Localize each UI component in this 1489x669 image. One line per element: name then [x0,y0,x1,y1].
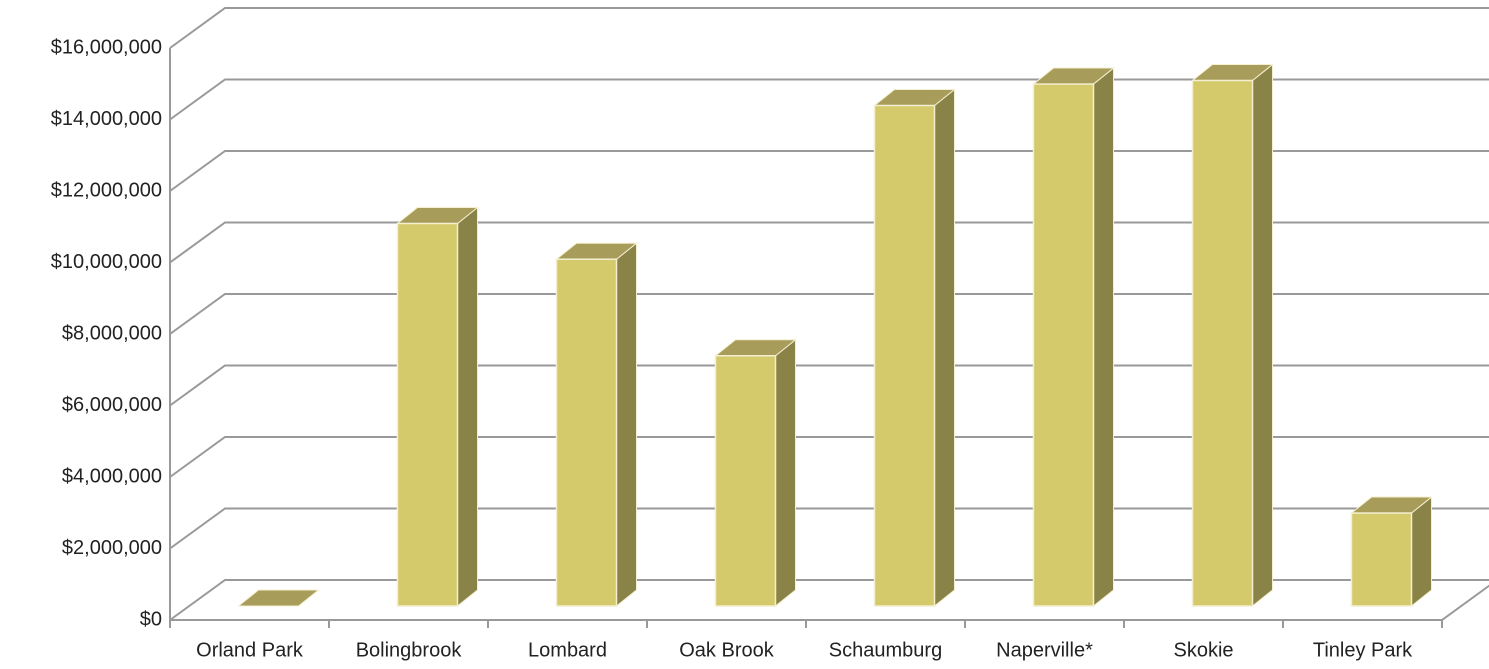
bar-side [775,338,796,608]
bar-side [934,88,955,608]
grid-line [169,507,1489,550]
grid-line [169,293,1489,335]
y-tick-label: $0 [140,608,162,630]
x-tick-label: Lombard [528,639,607,661]
y-tick-label: $6,000,000 [62,394,162,416]
bar [555,258,618,607]
y-tick-label: $10,000,000 [51,251,162,273]
bar [1350,512,1413,607]
x-tick-label: Schaumburg [829,639,942,661]
bar-side [457,206,478,608]
grid-line [169,436,1489,478]
grid-line [169,364,1489,407]
bar [714,355,777,607]
bar-side [616,242,637,608]
bar-side [1411,496,1432,608]
grid-line [169,579,1489,621]
x-tick-label: Oak Brook [679,639,774,661]
bar [1191,79,1254,607]
y-tick-label: $2,000,000 [62,537,162,559]
y-tick-label: $14,000,000 [51,108,162,130]
grid-line [169,221,1489,264]
x-tick-label: Naperville* [996,639,1093,661]
y-tick-label: $8,000,000 [62,322,162,344]
x-tick-label: Tinley Park [1313,639,1413,661]
bar-side [1093,67,1114,608]
floor-edge [170,584,1489,621]
x-tick-label: Orland Park [196,639,304,661]
x-tick-label: Skokie [1173,639,1233,661]
bar [1032,83,1095,607]
grid-line [169,150,1489,192]
y-tick-label: $4,000,000 [62,465,162,487]
bar [396,222,459,607]
bar-top [237,589,320,607]
y-tick-label: $16,000,000 [51,36,162,58]
grid-line [169,7,1489,49]
y-tick-label: $12,000,000 [51,179,162,201]
bar [873,104,936,607]
grid-line [169,78,1489,121]
bar-side [1252,63,1273,608]
x-tick-label: Bolingbrook [356,639,463,661]
